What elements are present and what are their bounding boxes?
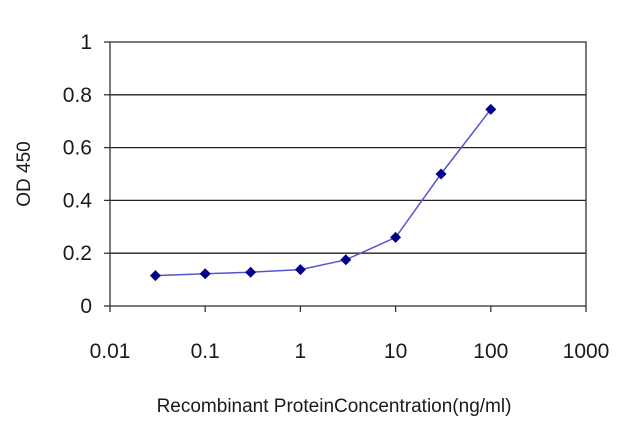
series-layer [149, 103, 497, 282]
y-tick-label-5: 1 [80, 31, 92, 54]
x-tick-label-2: 1 [295, 340, 307, 363]
y-axis-ticks: 0 0.2 0.4 0.6 0.8 1 [63, 31, 110, 318]
x-tick-label-4: 100 [473, 340, 508, 363]
data-point-0-1 [199, 268, 211, 280]
y-tick-label-4: 0.8 [63, 84, 92, 107]
y-tick-label-3: 0.6 [63, 137, 92, 160]
x-axis-ticks: 0.01 0.1 1 10 100 1000 [90, 306, 610, 363]
y-tick-label-2: 0.4 [63, 189, 93, 212]
data-point-0-2 [245, 266, 257, 278]
data-point-0-5 [390, 231, 402, 243]
data-point-0-0 [149, 270, 161, 282]
data-point-0-4 [340, 254, 352, 266]
data-point-0-6 [435, 168, 447, 180]
y-tick-label-0: 0 [80, 295, 92, 318]
series-line-0 [155, 108, 492, 277]
plot-area-frame [109, 41, 587, 307]
x-tick-label-3: 10 [384, 340, 407, 363]
data-point-0-3 [294, 264, 306, 276]
gridlines [110, 94, 586, 254]
x-tick-label-1: 0.1 [191, 340, 220, 363]
x-tick-label-0: 0.01 [90, 340, 131, 363]
x-tick-label-5: 1000 [563, 340, 610, 363]
x-axis-title: Recombinant ProteinConcentration(ng/ml) [157, 396, 512, 417]
data-point-0-7 [485, 103, 497, 115]
y-axis-title: OD 450 [14, 141, 35, 206]
y-tick-label-1: 0.2 [63, 242, 92, 265]
